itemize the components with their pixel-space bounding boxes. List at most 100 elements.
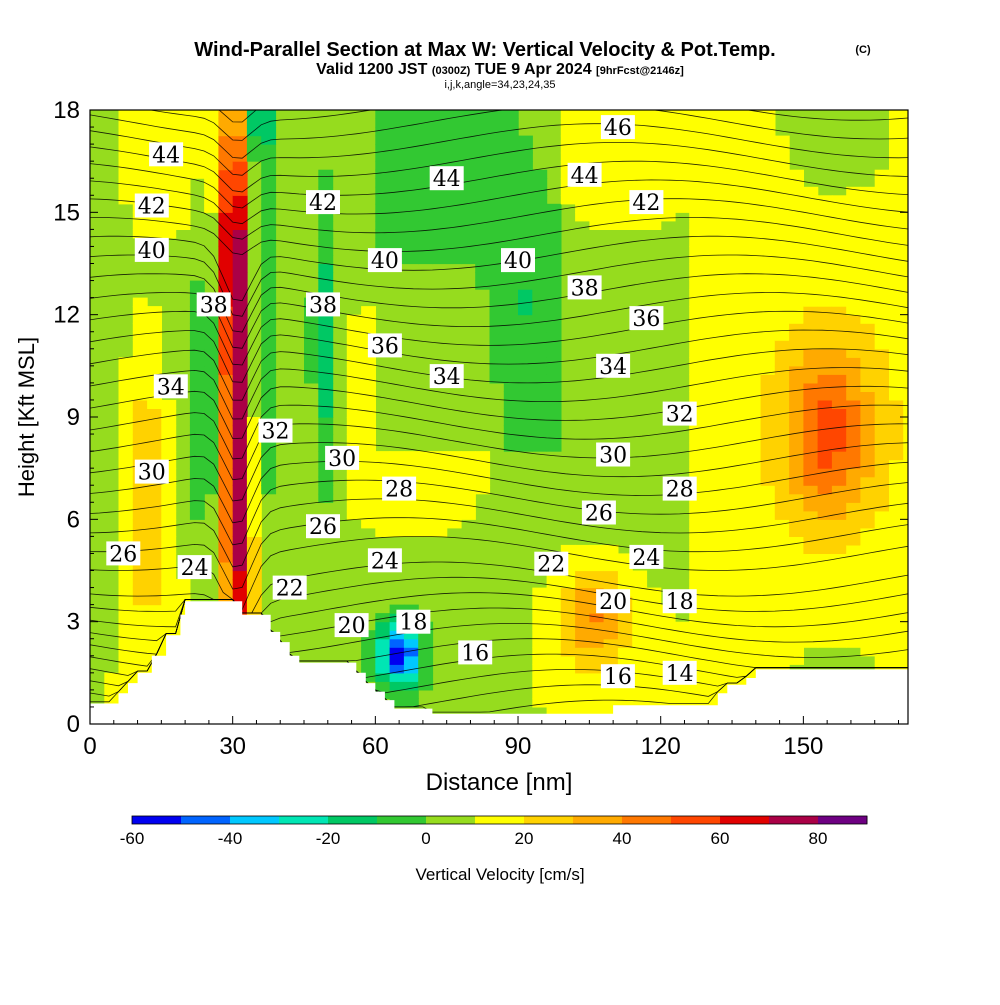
velocity-cell: [246, 476, 262, 486]
isentrope-label-box: [429, 166, 464, 191]
velocity-cell: [389, 237, 405, 247]
velocity-cell: [575, 698, 590, 708]
velocity-cell: [432, 135, 448, 145]
velocity-cell: [746, 647, 762, 657]
velocity-cell: [318, 365, 334, 375]
velocity-cell: [646, 647, 662, 657]
velocity-cell: [874, 485, 890, 495]
velocity-cell: [560, 579, 576, 589]
velocity-cell: [789, 246, 804, 256]
velocity-cell: [846, 272, 862, 282]
velocity-cell: [846, 365, 862, 375]
velocity-cell: [418, 527, 434, 537]
velocity-cell: [589, 127, 605, 137]
velocity-cell: [746, 493, 762, 503]
velocity-cell: [903, 510, 908, 520]
velocity-cell: [803, 289, 819, 299]
velocity-cell: [675, 655, 690, 665]
velocity-cell: [617, 212, 633, 222]
velocity-cell: [789, 638, 804, 648]
velocity-cell: [503, 135, 519, 145]
velocity-cell: [889, 323, 904, 333]
isentrope-label-box: [367, 333, 402, 358]
velocity-cell: [132, 621, 148, 631]
velocity-cell: [218, 468, 234, 478]
velocity-cell: [732, 647, 747, 657]
isentrope-label-box: [596, 589, 631, 614]
velocity-cell: [575, 152, 590, 162]
velocity-cell: [532, 621, 548, 631]
isentrope-label-box: [325, 445, 360, 470]
velocity-cell: [746, 408, 762, 418]
velocity-cell: [789, 255, 804, 265]
velocity-cell: [874, 442, 890, 452]
velocity-cell: [846, 399, 862, 409]
velocity-cell: [518, 314, 533, 324]
velocity-cell: [675, 681, 690, 691]
isentrope-label-box: [662, 589, 697, 614]
velocity-cell: [831, 638, 847, 648]
velocity-cell: [889, 306, 904, 316]
velocity-cell: [717, 365, 733, 375]
velocity-cell: [817, 297, 833, 307]
velocity-cell: [760, 417, 776, 427]
velocity-cell: [189, 144, 205, 154]
velocity-cell: [831, 306, 847, 316]
velocity-cell: [361, 664, 376, 674]
velocity-cell: [874, 178, 890, 188]
isentrope-label-text: 42: [632, 191, 660, 216]
velocity-cell: [204, 118, 219, 128]
velocity-cell: [218, 152, 234, 162]
velocity-cell: [261, 220, 277, 230]
velocity-cell: [589, 135, 605, 145]
velocity-cell: [432, 220, 448, 230]
velocity-cell: [532, 638, 548, 648]
velocity-cell: [261, 144, 277, 154]
velocity-cell: [603, 698, 619, 708]
velocity-cell: [603, 212, 619, 222]
velocity-cell: [218, 237, 234, 247]
velocity-cell: [161, 451, 177, 461]
velocity-cell: [817, 621, 833, 631]
velocity-cell: [489, 357, 505, 367]
velocity-cell: [831, 348, 847, 358]
velocity-cell: [232, 348, 248, 358]
velocity-cell: [546, 314, 562, 324]
velocity-cell: [789, 502, 804, 512]
velocity-cell: [774, 178, 790, 188]
velocity-cell: [760, 246, 776, 256]
velocity-cell: [746, 246, 762, 256]
velocity-cell: [874, 237, 890, 247]
velocity-cell: [389, 186, 405, 196]
velocity-cell: [204, 314, 219, 324]
velocity-cell: [660, 135, 676, 145]
velocity-cell: [318, 237, 334, 247]
isentrope-label: 46: [600, 115, 635, 141]
velocity-cell: [532, 229, 548, 239]
velocity-cell: [903, 255, 908, 265]
velocity-cell: [218, 314, 234, 324]
velocity-cell: [703, 647, 719, 657]
velocity-cell: [831, 323, 847, 333]
velocity-cell: [846, 459, 862, 469]
velocity-cell: [518, 408, 533, 418]
velocity-cell: [874, 297, 890, 307]
velocity-cell: [717, 110, 733, 120]
velocity-cell: [318, 417, 334, 427]
velocity-cell: [489, 246, 505, 256]
velocity-cell: [774, 229, 790, 239]
velocity-cell: [803, 357, 819, 367]
velocity-cell: [831, 434, 847, 444]
velocity-cell: [403, 110, 419, 120]
isentrope-label-text: 38: [309, 293, 337, 318]
isentrope-label-box: [272, 575, 307, 600]
velocity-cell: [532, 186, 548, 196]
velocity-cell: [846, 442, 862, 452]
velocity-cell: [903, 374, 908, 384]
velocity-cell: [746, 229, 762, 239]
velocity-cell: [703, 613, 719, 623]
velocity-cell: [318, 272, 334, 282]
velocity-cell: [803, 485, 819, 495]
velocity-cell: [846, 289, 862, 299]
velocity-cell: [732, 493, 747, 503]
